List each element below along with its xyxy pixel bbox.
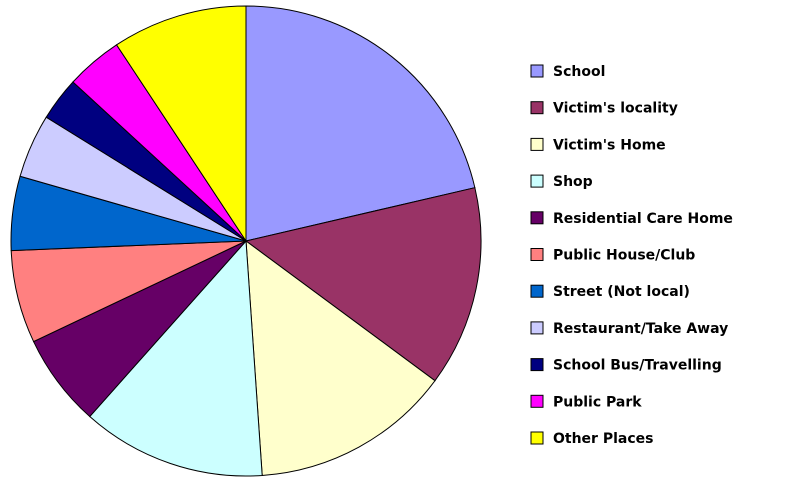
legend-label: Restaurant/Take Away [553,321,728,337]
legend-swatch [530,431,544,445]
legend-label: Shop [553,174,593,190]
legend-label: Victim's Home [553,137,666,153]
legend-swatch [530,137,544,151]
pie-slice [89,239,263,477]
legend-label: Residential Care Home [553,211,733,227]
legend-label: Public House/Club [553,248,695,264]
pie-slice [245,5,476,242]
legend-label: School Bus/Travelling [553,358,722,374]
legend-swatch [530,321,544,335]
legend-swatch [530,358,544,372]
legend-swatch [530,394,544,408]
legend-swatch [530,101,544,115]
pie-slice [244,187,482,382]
legend-swatch [530,64,544,78]
legend-swatch [530,174,544,188]
legend-swatch [530,248,544,261]
legend-swatch [530,284,544,298]
pie-slice [245,239,436,476]
legend-label: Other Places [553,431,653,447]
legend-label: Victim's locality [553,101,678,117]
legend-label: Public Park [553,394,642,410]
pie-slice [115,5,247,243]
legend-label: School [553,64,605,80]
legend-swatch [530,211,544,225]
legend-label: Street (Not local) [553,284,690,300]
